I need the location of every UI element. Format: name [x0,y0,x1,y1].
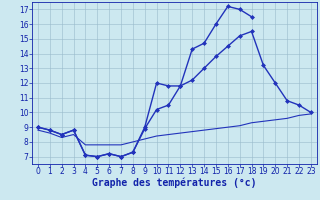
X-axis label: Graphe des températures (°c): Graphe des températures (°c) [92,178,257,188]
